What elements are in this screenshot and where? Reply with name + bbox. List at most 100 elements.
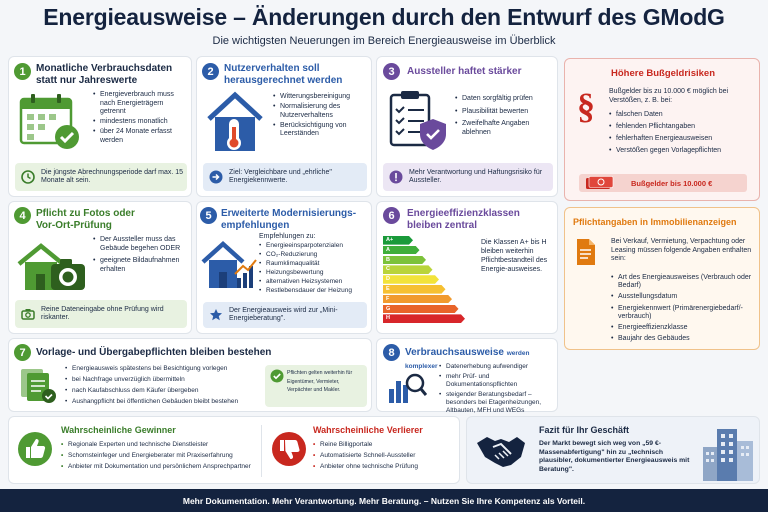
fines-badge: Bußgelder bis 10.000 € — [579, 174, 747, 192]
page-title: Energieausweise – Änderungen durch den E… — [43, 4, 725, 30]
winner-item: Regionale Experten und technische Dienst… — [61, 441, 257, 449]
house-thermometer-icon — [207, 91, 263, 151]
section-number: 8 — [383, 344, 400, 361]
section-7-card: 7 Vorlage- und Übergabepflichten bleiben… — [8, 338, 372, 412]
section-title-main: Verbrauchsausweise — [405, 347, 504, 358]
thumbs-up-icon — [18, 432, 52, 466]
section-7-bullets: Energieausweis spätestens bei Besichtigu… — [65, 365, 265, 408]
note-text: Mehr Verantwortung und Haftungsrisiko fü… — [409, 168, 543, 185]
section-1-note: Die jüngste Abrechnungsperiode darf max.… — [15, 163, 187, 191]
bullet: Energieverbrauch muss nach Energieträger… — [93, 91, 189, 117]
arrow-right-icon — [209, 170, 223, 184]
fine-item: fehlenden Pflichtangaben — [609, 123, 755, 131]
section-2-note: Ziel: Vergleichbare und „ehrliche" Energ… — [203, 163, 367, 191]
folder-documents-icon — [21, 369, 56, 403]
section-8-card: 8 Verbrauchsausweise werden komplexer Da… — [376, 338, 558, 414]
section-number: 7 — [14, 344, 31, 361]
loser-item: Reine Billigportale — [313, 441, 457, 449]
section-5-bullets: Energieeinsparpotenzialen CO₂-Reduzierun… — [259, 242, 371, 297]
bullet: steigender Beratungsbedarf – besonders b… — [439, 391, 557, 415]
camera-icon — [21, 309, 35, 320]
loser-item: Anbieter ohne technische Prüfung — [313, 463, 457, 471]
section-1-card: 1 Monatliche Verbrauchsdaten statt nur J… — [8, 56, 192, 197]
section-5-intro: Empfehlungen zu: — [259, 233, 316, 240]
energy-class-bar: A+ — [383, 236, 413, 245]
note-text: Reine Dateneingabe ohne Prüfung wird ris… — [41, 305, 164, 322]
ads-card: Pflichtangaben in Immobilienanzeigen Bei… — [564, 207, 760, 350]
bullet: Heizungsbewertung — [259, 269, 371, 277]
clipboard-shield-icon — [389, 91, 446, 150]
bullet: Energieeinsparpotenzialen — [259, 242, 371, 250]
section-8-bullets: Datenerhebung aufwendiger mehr Prüf- und… — [439, 363, 557, 417]
section-title: Nutzerverhalten soll herausgerechnet wer… — [224, 63, 343, 86]
note-text: Die jüngste Abrechnungsperiode darf max.… — [41, 168, 184, 185]
bullet: Witterungsbereinigung — [273, 93, 369, 102]
conclusion-text: Der Markt bewegt sich weg von „59 €-Mass… — [539, 440, 690, 473]
section-2-card: 2 Nutzerverhalten soll herausgerechnet w… — [196, 56, 372, 197]
fines-title: Höhere Bußgeldrisiken — [611, 68, 715, 79]
bullet: Berücksichtigung von Leerständen — [273, 122, 369, 139]
bullet: Aushangpflicht bei öffentlichen Gebäuden… — [65, 398, 265, 406]
ads-item: Energieeffizienzklasse — [611, 324, 757, 332]
bullet: Raumklimaqualität — [259, 260, 371, 268]
bullet: Energieausweis spätestens bei Besichtigu… — [65, 365, 265, 373]
section-3-note: Mehr Verantwortung und Haftungsrisiko fü… — [383, 163, 553, 191]
page-subtitle: Die wichtigsten Neuerungen im Bereich En… — [212, 35, 556, 47]
fines-intro: Bußgelder bis zu 10.000 € möglich bei Ve… — [609, 88, 729, 104]
bullet: Plausibilität bewerten — [455, 108, 555, 117]
ads-item: Baujahr des Gebäudes — [611, 335, 757, 343]
note-text: Der Energieausweis wird zur „Mini-Energi… — [229, 306, 338, 323]
section-6-card: 6 Energieeffizienzklassen bleiben zentra… — [376, 201, 558, 334]
energy-class-bar: B — [383, 256, 426, 265]
ads-intro: Bei Verkauf, Vermietung, Verpachtung ode… — [611, 238, 752, 263]
loser-item: Automatisierte Schnell-Aussteller — [313, 452, 457, 460]
house-chart-icon — [201, 240, 257, 288]
document-icon — [577, 239, 595, 265]
section-title: Aussteller haftet stärker — [407, 66, 522, 77]
bullet: Normalisierung des Nutzerverhaltens — [273, 103, 369, 120]
fines-list: falschen Daten fehlenden Pflichtangaben … — [609, 111, 755, 157]
bullet: Der Aussteller muss das Gebäude begehen … — [93, 236, 189, 253]
fine-item: fehlerhaften Energieausweisen — [609, 135, 755, 143]
energy-class-bar: E — [383, 285, 446, 294]
section-4-card: 4 Pflicht zu Fotos oder Vor-Ort-Prüfung … — [8, 201, 192, 334]
house-camera-icon — [17, 243, 85, 290]
section-title: Pflicht zu Fotos oder Vor-Ort-Prüfung — [36, 208, 135, 231]
section-title: Verbrauchsausweise werden komplexer — [405, 347, 555, 372]
section-title-suffix: werden komplexer — [405, 350, 530, 370]
footer-text: Mehr Dokumentation. Mehr Verantwortung. … — [182, 495, 586, 506]
section-title: Monatliche Verbrauchsdaten statt nur Jah… — [36, 63, 173, 86]
section-number: 4 — [14, 207, 31, 224]
bullet: nach Kaufabschluss dem Käufer übergeben — [65, 387, 265, 395]
buildings-icon — [703, 429, 753, 481]
bullet: Restlebensdauer der Heizung — [259, 287, 371, 295]
winner-item: Anbieter mit Dokumentation und persönlic… — [61, 463, 257, 471]
check-circle-icon — [270, 369, 284, 383]
bullet: mehr Prüf- und Dokumentationspflichten — [439, 373, 557, 389]
paragraph-icon: § — [577, 86, 595, 126]
section-title: Erweiterte Modernisierungs-empfehlungen — [221, 208, 357, 231]
fines-badge-text: Bußgelder bis 10.000 € — [631, 178, 713, 188]
note-text: Pflichten gelten weiterhin für Eigentüme… — [287, 370, 353, 393]
calendar-check-icon — [19, 94, 79, 149]
fine-item: falschen Daten — [609, 111, 755, 119]
star-icon — [210, 309, 222, 321]
bullet: alternativen Heizsystemen — [259, 278, 371, 286]
ads-list: Art des Energieausweises (Verbrauch oder… — [611, 274, 757, 345]
ads-item: Ausstellungsdatum — [611, 293, 757, 301]
note-text: Ziel: Vergleichbare und „ehrliche" Energ… — [229, 168, 332, 185]
bullet: Datenerhebung aufwendiger — [439, 363, 557, 371]
losers-list: Reine Billigportale Automatisierte Schne… — [313, 441, 457, 473]
section-5-card: 5 Erweiterte Modernisierungs-empfehlunge… — [196, 201, 372, 334]
ads-item: Art des Energieausweises (Verbrauch oder… — [611, 274, 757, 290]
ads-title: Pflichtangaben in Immobilienanzeigen — [573, 217, 737, 227]
winners-losers-card: Wahrscheinliche Gewinner Regionale Exper… — [8, 416, 460, 484]
conclusion-title: Fazit für Ihr Geschäft — [539, 425, 630, 435]
section-4-note: Reine Dateneingabe ohne Prüfung wird ris… — [15, 300, 187, 328]
energy-class-bar: F — [383, 295, 452, 304]
section-title: Energieeffizienzklassen bleiben zentral — [407, 208, 520, 231]
bullet: über 24 Monate erfasst werden — [93, 128, 189, 145]
section-3-bullets: Daten sorgfältig prüfen Plausibilität be… — [455, 95, 555, 139]
clock-icon — [21, 170, 35, 184]
energy-class-bar: D — [383, 275, 439, 284]
